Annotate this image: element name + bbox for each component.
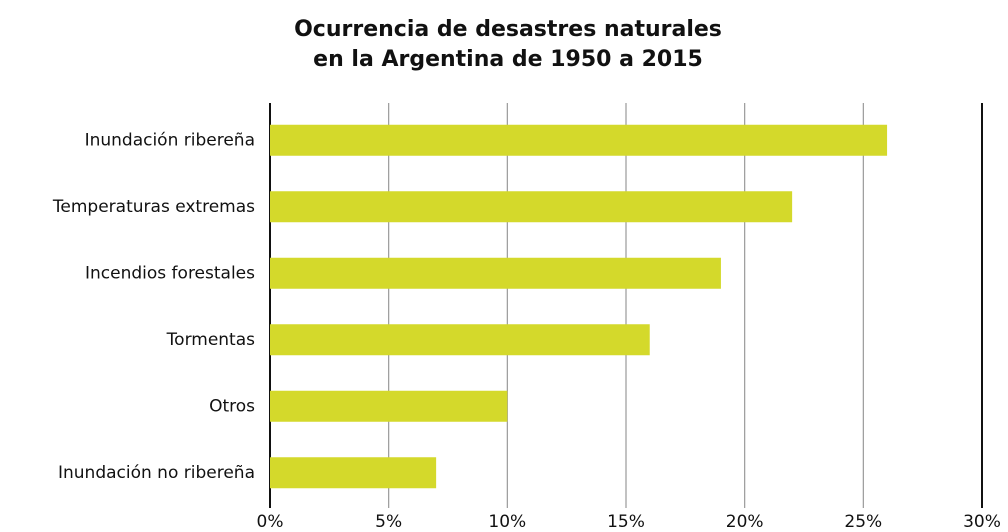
bar xyxy=(270,124,888,156)
bar xyxy=(270,457,437,489)
x-tick-label: 15% xyxy=(607,512,645,532)
bar xyxy=(270,390,508,422)
chart-title: en la Argentina de 1950 a 2015 xyxy=(313,47,703,72)
x-tick-label: 25% xyxy=(844,512,882,532)
y-tick-label: Inundación ribereña xyxy=(85,130,255,150)
bar xyxy=(270,257,721,289)
y-tick-label: Inundación no ribereña xyxy=(58,463,255,483)
y-tick-label: Otros xyxy=(209,396,255,416)
x-tick-label: 5% xyxy=(375,512,402,532)
y-tick-label: Tormentas xyxy=(166,330,255,350)
x-tick-label: 10% xyxy=(488,512,526,532)
y-tick-label: Temperaturas extremas xyxy=(52,197,255,217)
y-tick-label: Incendios forestales xyxy=(85,263,255,283)
bar xyxy=(270,191,793,223)
bar xyxy=(270,324,650,356)
x-tick-label: 0% xyxy=(257,512,284,532)
chart-title: Ocurrencia de desastres naturales xyxy=(294,17,722,42)
x-tick-label: 30% xyxy=(963,512,1001,532)
x-tick-label: 20% xyxy=(726,512,764,532)
